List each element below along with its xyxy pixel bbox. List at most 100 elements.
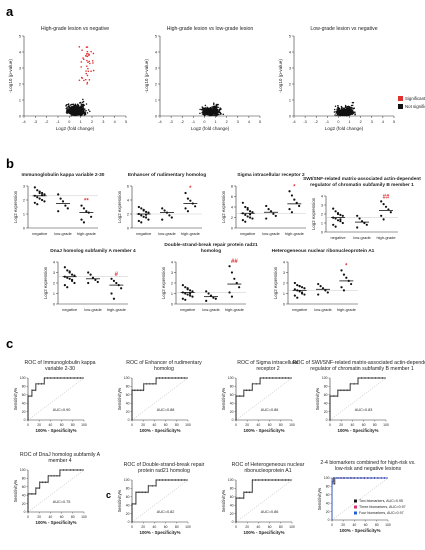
data-point bbox=[147, 218, 150, 221]
point bbox=[207, 112, 209, 114]
data-point bbox=[90, 215, 93, 218]
y-tick-label: 0 bbox=[283, 302, 285, 306]
x-tick-label: 0 bbox=[235, 525, 237, 529]
point bbox=[213, 114, 215, 117]
point bbox=[350, 106, 352, 109]
data-point bbox=[214, 297, 217, 300]
significant-point bbox=[87, 67, 89, 70]
data-point bbox=[186, 293, 189, 296]
point bbox=[207, 107, 209, 109]
data-point bbox=[233, 277, 236, 280]
significant-point bbox=[87, 61, 89, 64]
data-point bbox=[241, 219, 244, 222]
point bbox=[82, 106, 85, 108]
data-point bbox=[228, 291, 231, 294]
y-axis-label: Sensitivity% bbox=[317, 487, 322, 510]
category-label: low-grade bbox=[262, 231, 280, 236]
x-tick-label: 40 bbox=[49, 423, 53, 427]
point bbox=[212, 107, 214, 110]
data-point bbox=[89, 273, 92, 276]
data-point bbox=[96, 280, 99, 284]
point bbox=[209, 110, 212, 112]
x-tick-label: 0 bbox=[235, 423, 237, 427]
data-point bbox=[334, 210, 337, 213]
x-tick-label: 1 bbox=[80, 120, 82, 124]
point bbox=[336, 108, 339, 110]
y-tick-label: 40 bbox=[22, 493, 26, 497]
data-point bbox=[68, 270, 71, 273]
y-tick-label: 60 bbox=[126, 495, 130, 499]
y-tick-label: 0 bbox=[155, 114, 157, 118]
data-point bbox=[110, 292, 113, 295]
y-tick-label: 40 bbox=[324, 401, 328, 405]
y-tick-label: 0 bbox=[289, 114, 291, 118]
point bbox=[349, 111, 351, 114]
y-tick-label: 1 bbox=[19, 98, 21, 102]
significant-point bbox=[86, 65, 88, 68]
legend-swatch bbox=[354, 511, 357, 515]
data-point bbox=[120, 287, 123, 290]
data-point bbox=[382, 203, 385, 206]
panel-label-c: c bbox=[6, 336, 13, 351]
x-tick-label: 60 bbox=[164, 525, 168, 529]
y-axis-label: -Log10 (p-value) bbox=[144, 59, 149, 93]
data-point bbox=[230, 271, 234, 274]
y-axis-label: Sensitivity% bbox=[221, 489, 226, 512]
significant-point bbox=[86, 74, 89, 77]
point bbox=[69, 111, 72, 114]
point bbox=[348, 112, 350, 114]
point bbox=[70, 114, 73, 117]
y-tick-label: 4 bbox=[127, 198, 129, 202]
point bbox=[219, 108, 221, 111]
data-point bbox=[168, 214, 171, 217]
data-point bbox=[345, 276, 348, 279]
point bbox=[340, 110, 343, 112]
x-tick-label: 1 bbox=[348, 120, 350, 124]
point bbox=[72, 103, 75, 106]
point bbox=[81, 103, 83, 106]
data-point bbox=[248, 213, 252, 216]
significance-marker: ## bbox=[231, 259, 238, 265]
x-axis-label: 100% - Specificity% bbox=[340, 528, 381, 533]
data-point bbox=[82, 207, 86, 210]
y-tick-label: 0 bbox=[231, 226, 233, 230]
data-point bbox=[293, 294, 296, 297]
significant-point bbox=[88, 60, 91, 63]
chart-title: low-risk and negative lesions bbox=[335, 466, 402, 472]
x-axis-label: 100% - Specificity% bbox=[244, 428, 285, 433]
data-point bbox=[246, 208, 249, 211]
chart-title: Immunoglobulin kappa variable 2-30 bbox=[22, 172, 105, 178]
data-point bbox=[142, 215, 145, 218]
x-tick-label: 60 bbox=[268, 423, 272, 427]
y-tick-label: 4 bbox=[155, 50, 157, 54]
data-point bbox=[110, 277, 113, 280]
point bbox=[214, 113, 217, 115]
y-tick-label: 1 bbox=[283, 292, 285, 296]
y-axis-label: Log2 expression bbox=[117, 190, 122, 223]
point bbox=[209, 108, 212, 110]
data-point bbox=[384, 205, 388, 208]
y-tick-label: 60 bbox=[324, 393, 328, 397]
data-point bbox=[303, 287, 306, 290]
data-point bbox=[251, 217, 254, 220]
data-point bbox=[38, 197, 41, 200]
category-label: low-grade bbox=[353, 235, 371, 240]
charts-layer: High-grade lesion vs negative -4 -3 -2 -1 0 1 2… bbox=[8, 26, 425, 535]
point bbox=[211, 106, 213, 108]
chart-title: ROC of SWI/SNF-related matrix-associated… bbox=[293, 360, 425, 366]
x-tick-label: 80 bbox=[175, 423, 179, 427]
point bbox=[351, 104, 354, 107]
chart-title: 2-4 biomarkers combined for high-risk vs… bbox=[320, 460, 415, 466]
point bbox=[70, 103, 73, 106]
data-point bbox=[140, 207, 143, 210]
significance-marker: # bbox=[115, 272, 119, 278]
point bbox=[349, 107, 351, 110]
point bbox=[76, 104, 79, 106]
significant-point bbox=[92, 52, 95, 55]
y-axis-label: Sensitivity% bbox=[117, 489, 122, 512]
data-point bbox=[317, 282, 320, 286]
data-point bbox=[251, 211, 254, 214]
data-point bbox=[43, 193, 46, 196]
data-point bbox=[140, 221, 143, 224]
